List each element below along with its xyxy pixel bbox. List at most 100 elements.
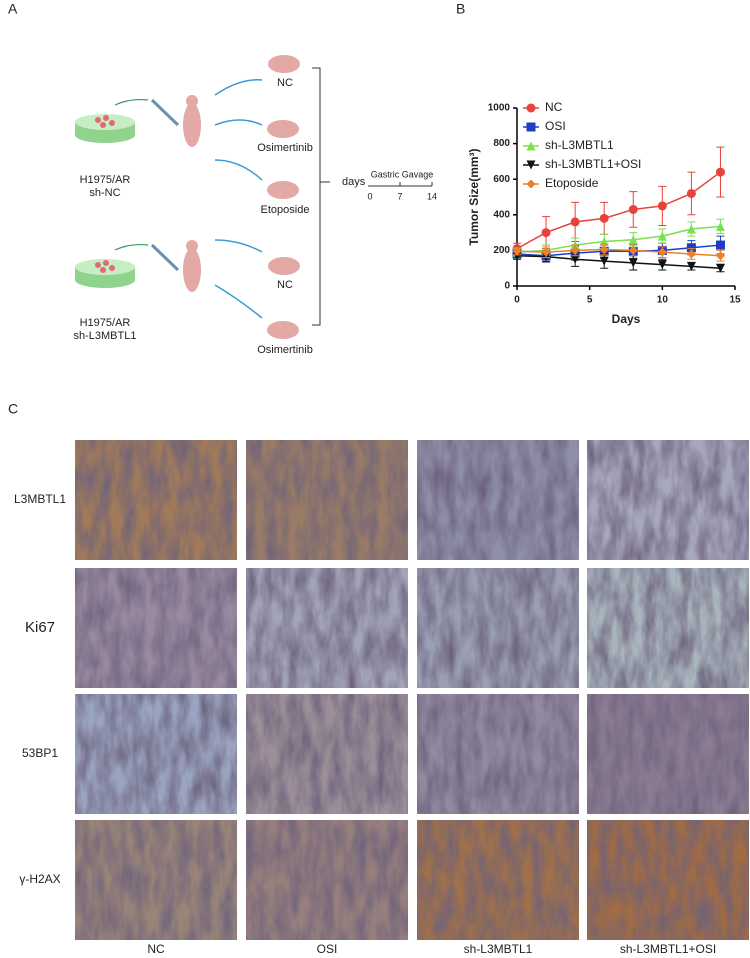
bracket — [312, 67, 330, 326]
series-line — [516, 225, 721, 253]
micrograph-texture — [75, 568, 237, 688]
micrograph-texture — [587, 694, 749, 814]
micrograph-texture — [246, 694, 408, 814]
panel-label: C — [8, 401, 18, 417]
series-line — [516, 248, 721, 257]
series-line — [516, 244, 721, 257]
marker — [686, 243, 696, 253]
ihc-grid: L3MBTL1 Ki67 53BP1 γ-H2AX NC OSI sh-L3MBTL1 sh-… — [14, 440, 749, 956]
marker — [628, 235, 638, 245]
micrograph-texture — [417, 568, 579, 688]
marker — [715, 240, 725, 250]
marker — [628, 204, 638, 214]
marker — [599, 245, 609, 255]
mouse — [183, 95, 201, 292]
legend-label: OSI — [545, 119, 566, 133]
timeline-title: Gastric Gavage — [371, 169, 434, 179]
marker — [715, 251, 725, 261]
marker — [512, 246, 522, 256]
micrograph-texture — [246, 820, 408, 940]
marker — [657, 247, 667, 257]
marker — [599, 213, 609, 223]
timeline-label: days — [342, 176, 366, 188]
y-tick-label: 1000 — [488, 103, 511, 114]
marker — [686, 261, 696, 271]
mouse — [267, 55, 300, 339]
series-line — [516, 171, 721, 250]
y-tick-label: 800 — [493, 138, 510, 149]
micrograph-texture — [75, 820, 237, 940]
y-tick-label: 400 — [493, 209, 510, 220]
x-tick-label: 10 — [657, 295, 669, 306]
row-label: L3MBTL1 — [14, 492, 66, 506]
column-label: NC — [147, 942, 165, 956]
legend-label: sh-L3MBTL1 — [545, 138, 614, 152]
marker — [657, 231, 667, 241]
marker — [686, 188, 696, 198]
micrograph-texture — [417, 820, 579, 940]
x-tick-label: 0 — [514, 295, 520, 306]
group-label: sh-L3MBTL1 — [74, 330, 137, 342]
legend-label: Etoposide — [545, 176, 599, 190]
legend-marker — [526, 160, 536, 170]
chart: Tumor Size(mm³) Days 0 200 400 600 800 1000 0 5… — [467, 100, 741, 326]
legend-marker — [526, 122, 536, 132]
micrograph-texture — [587, 568, 749, 688]
micrograph-texture — [417, 694, 579, 814]
timeline-tick-label: 14 — [427, 191, 437, 201]
micrograph-texture — [246, 440, 408, 560]
legend-marker — [526, 103, 536, 113]
marker — [657, 201, 667, 211]
marker — [570, 245, 580, 255]
arrow — [114, 243, 149, 251]
syringe — [150, 98, 180, 127]
x-axis-label: Days — [612, 312, 641, 326]
panel-label: A — [8, 1, 18, 17]
x-tick-label: 15 — [729, 295, 741, 306]
syringe — [150, 243, 180, 272]
marker — [541, 247, 551, 257]
y-tick-label: 0 — [504, 281, 510, 292]
marker — [570, 217, 580, 227]
panel-label: B — [456, 1, 465, 17]
column-label: sh-L3MBTL1 — [464, 942, 533, 956]
timeline-tick-label: 0 — [367, 191, 372, 201]
treatment-label: Osimertinib — [257, 142, 313, 154]
micrograph-texture — [587, 820, 749, 940]
schematic — [75, 55, 433, 339]
legend-label: sh-L3MBTL1+OSI — [545, 157, 641, 171]
marker — [541, 228, 551, 238]
marker — [715, 221, 725, 231]
column-label: OSI — [317, 942, 338, 956]
column-label: sh-L3MBTL1+OSI — [620, 942, 716, 956]
y-tick-label: 600 — [493, 174, 510, 185]
group-label: H1975/AR — [80, 317, 131, 329]
micrograph-texture — [246, 568, 408, 688]
legend-label: NC — [545, 100, 563, 114]
marker — [628, 258, 638, 268]
micrograph-texture — [587, 440, 749, 560]
arrow — [114, 98, 149, 106]
y-tick-label: 200 — [493, 245, 510, 256]
y-axis-label: Tumor Size(mm³) — [467, 148, 481, 245]
micrograph-texture — [75, 440, 237, 560]
group-label: H1975/AR — [80, 174, 131, 186]
series-line — [516, 254, 721, 269]
treatment-label: Etoposide — [261, 204, 310, 216]
row-label: γ-H2AX — [19, 872, 60, 886]
dish — [75, 114, 135, 143]
arrows — [214, 79, 263, 319]
micrograph-texture — [417, 440, 579, 560]
group-label: sh-NC — [89, 187, 120, 199]
marker — [715, 167, 725, 177]
marker — [628, 245, 638, 255]
timeline-tick-label: 7 — [397, 191, 402, 201]
row-label: 53BP1 — [22, 746, 58, 760]
marker — [657, 260, 667, 270]
treatment-label: NC — [277, 77, 293, 89]
treatment-label: NC — [277, 279, 293, 291]
marker — [715, 263, 725, 273]
marker — [686, 224, 696, 234]
dish — [75, 259, 135, 288]
